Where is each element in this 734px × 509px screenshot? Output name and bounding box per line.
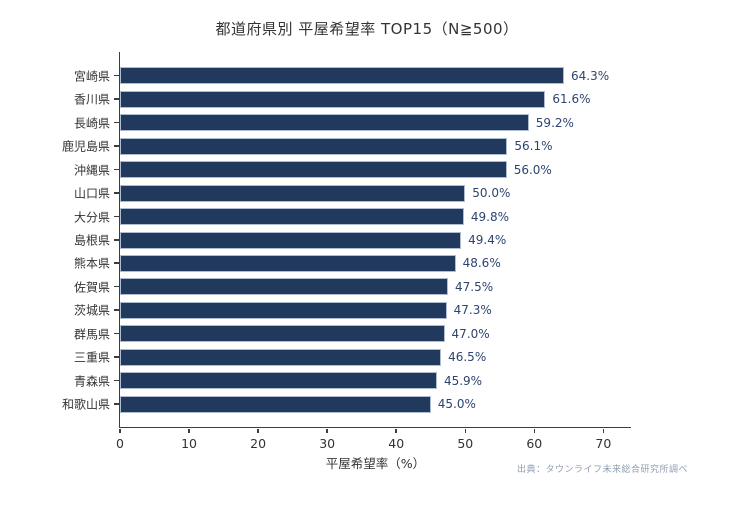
value-label: 56.0% [513,162,552,177]
y-tick-mark [113,309,119,311]
x-tick-label: 60 [526,436,543,451]
bar-row: 茨城県 47.3% [74,299,631,322]
value-label: 56.1% [514,139,553,154]
x-tick-label: 0 [116,436,124,451]
value-label: 45.0% [437,397,476,412]
y-axis-label: 佐賀県 [73,280,110,295]
value-label: 47.3% [453,303,492,318]
bar [120,67,565,85]
y-axis-label: 青森県 [73,374,110,389]
bar [120,90,546,108]
bar [120,184,466,202]
bar-row: 和歌山県 45.0% [62,393,631,416]
x-tick-mark [464,428,467,433]
bar [120,161,507,179]
x-tick-label: 10 [181,436,197,451]
bar-row: 大分県 49.8% [74,205,631,228]
y-tick-mark [113,285,119,288]
value-label: 64.3% [571,68,610,83]
y-axis-label: 群馬県 [73,327,110,342]
bar [120,137,508,155]
bar-row: 長崎県 59.2% [74,111,631,134]
bar-row: 鹿児島県 56.1% [62,134,631,157]
y-tick-mark [113,379,119,382]
y-axis-label: 和歌山県 [61,397,110,412]
x-tick-mark [602,428,605,433]
bar-row: 香川県 61.6% [74,87,631,110]
bar-row: 沖縄県 56.0% [74,158,631,181]
y-tick-mark [113,215,119,218]
y-tick-mark [113,356,119,358]
y-tick-mark [113,74,119,77]
y-tick-mark [113,98,119,100]
value-label: 46.5% [448,350,487,365]
bar-row: 宮崎県 64.3% [74,64,631,87]
bar [120,372,437,390]
value-label: 59.2% [535,115,574,130]
x-tick-label: 30 [319,436,336,451]
x-tick-mark [533,428,536,433]
bar-row: 山口県 50.0% [74,181,631,204]
y-axis-label: 島根県 [73,233,110,248]
value-label: 47.5% [455,279,494,294]
bar-rows: 宮崎県 64.3% 香川県 61.6% 長崎県 59.2% 鹿児島県 56.1% 沖縄県 56.0… [62,52,631,427]
value-label: 48.6% [462,256,501,271]
bar-row: 三重県 46.5% [74,346,631,369]
bar-row: 群馬県 47.0% [74,322,631,345]
x-tick-label: 70 [595,436,612,451]
y-tick-mark [113,239,119,241]
value-label: 49.4% [468,233,507,248]
y-axis-label: 沖縄県 [73,163,110,178]
bar [120,278,448,296]
x-tick-label: 40 [388,436,405,451]
x-axis-title: 平屋希望率（%） [325,456,426,471]
y-tick-mark [113,403,119,405]
y-axis-label: 香川県 [73,92,110,107]
x-tick-mark [257,428,259,433]
x-tick-mark [188,428,190,433]
bar [120,395,431,413]
y-axis-label: 茨城県 [73,303,110,318]
y-tick-mark [113,332,119,335]
bar [120,231,462,249]
y-tick-mark [113,145,119,147]
bar [120,301,447,319]
value-label: 49.8% [470,209,509,224]
plot-area: 宮崎県 64.3% 香川県 61.6% 長崎県 59.2% 鹿児島県 56.1% 沖縄県 56.0… [62,52,631,471]
value-label: 61.6% [552,92,591,107]
bar [120,114,529,132]
bar [120,325,445,343]
source-note: 出典：タウンライフ未来総合研究所調べ [516,465,688,475]
y-tick-mark [113,262,119,264]
x-tick-mark [326,428,328,433]
value-label: 45.9% [443,373,483,388]
value-label: 47.0% [451,326,490,341]
y-tick-mark [113,121,119,124]
y-axis-label: 山口県 [73,186,110,201]
value-label: 50.0% [472,186,511,201]
bar [120,254,456,272]
y-axis-label: 鹿児島県 [61,139,110,154]
x-tick-label: 50 [457,436,474,451]
x-tick-mark [119,428,121,433]
x-tick-mark [395,428,397,433]
bar-row: 佐賀県 47.5% [74,275,631,298]
bar-row: 青森県 45.9% [74,369,631,392]
y-tick-mark [113,168,119,171]
bar [120,208,464,226]
bar-row: 島根県 49.4% [74,228,631,251]
y-axis-label: 大分県 [73,210,110,225]
y-axis-label: 三重県 [73,350,110,365]
bar [120,348,442,366]
y-axis-label: 熊本県 [73,256,110,271]
y-tick-mark [113,192,119,194]
x-tick-label: 20 [250,436,267,451]
bar-row: 熊本県 48.6% [74,252,631,275]
y-axis-label: 宮崎県 [73,69,110,84]
chart-title: 都道府県別 平屋希望率 TOP15（N≧500） [215,20,519,38]
y-axis-label: 長崎県 [73,116,110,131]
